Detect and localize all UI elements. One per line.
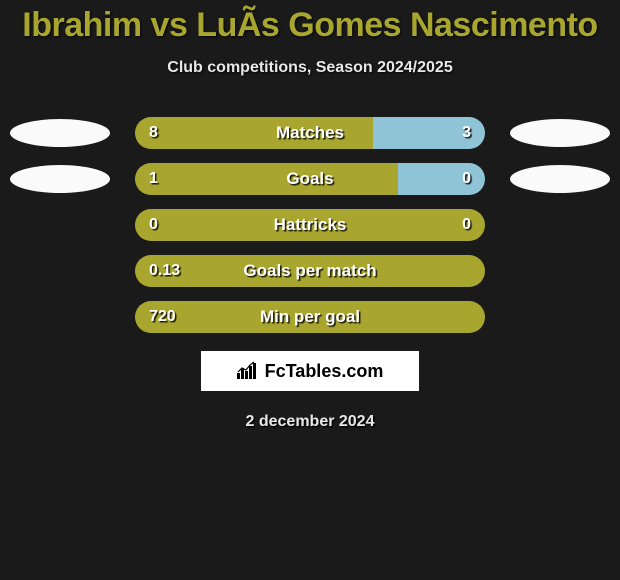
- chart-icon: [237, 361, 259, 381]
- metric-label: Min per goal: [135, 301, 485, 333]
- stat-bar: 10Goals: [135, 163, 485, 195]
- stat-row: 720Min per goal: [0, 301, 620, 333]
- stat-bar: 00Hattricks: [135, 209, 485, 241]
- stat-row: 10Goals: [0, 163, 620, 195]
- player-right-marker: [510, 165, 610, 193]
- stat-row: 83Matches: [0, 117, 620, 149]
- stat-row: 00Hattricks: [0, 209, 620, 241]
- logo-box: FcTables.com: [201, 351, 419, 391]
- metric-label: Goals per match: [135, 255, 485, 287]
- player-left-marker: [10, 165, 110, 193]
- stat-bar: 0.13Goals per match: [135, 255, 485, 287]
- date-label: 2 december 2024: [0, 413, 620, 431]
- stat-row: 0.13Goals per match: [0, 255, 620, 287]
- metric-label: Matches: [135, 117, 485, 149]
- metric-label: Hattricks: [135, 209, 485, 241]
- page-title: Ibrahim vs LuÃ­s Gomes Nascimento: [0, 0, 620, 45]
- player-left-marker: [10, 119, 110, 147]
- stat-rows: 83Matches 10Goals 00Hattricks 0.13Goals per…: [0, 117, 620, 333]
- subtitle: Club competitions, Season 2024/2025: [0, 59, 620, 77]
- stat-bar: 83Matches: [135, 117, 485, 149]
- logo-text: FcTables.com: [265, 361, 384, 382]
- player-right-marker: [510, 119, 610, 147]
- stat-bar: 720Min per goal: [135, 301, 485, 333]
- metric-label: Goals: [135, 163, 485, 195]
